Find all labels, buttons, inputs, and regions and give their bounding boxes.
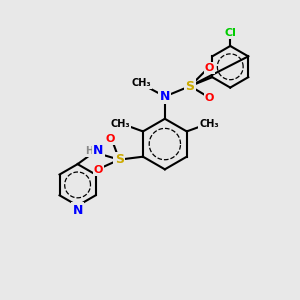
Text: O: O — [205, 93, 214, 103]
Text: S: S — [186, 80, 195, 93]
Text: CH₃: CH₃ — [111, 119, 130, 129]
Text: N: N — [160, 90, 170, 103]
Text: O: O — [94, 165, 103, 175]
Text: CH₃: CH₃ — [131, 78, 151, 88]
Text: H: H — [85, 146, 94, 156]
Text: N: N — [93, 144, 103, 157]
Text: CH₃: CH₃ — [199, 119, 219, 129]
Text: S: S — [115, 153, 124, 166]
Text: N: N — [72, 204, 83, 217]
Text: O: O — [205, 63, 214, 73]
Text: Cl: Cl — [224, 28, 236, 38]
Text: O: O — [106, 134, 115, 144]
